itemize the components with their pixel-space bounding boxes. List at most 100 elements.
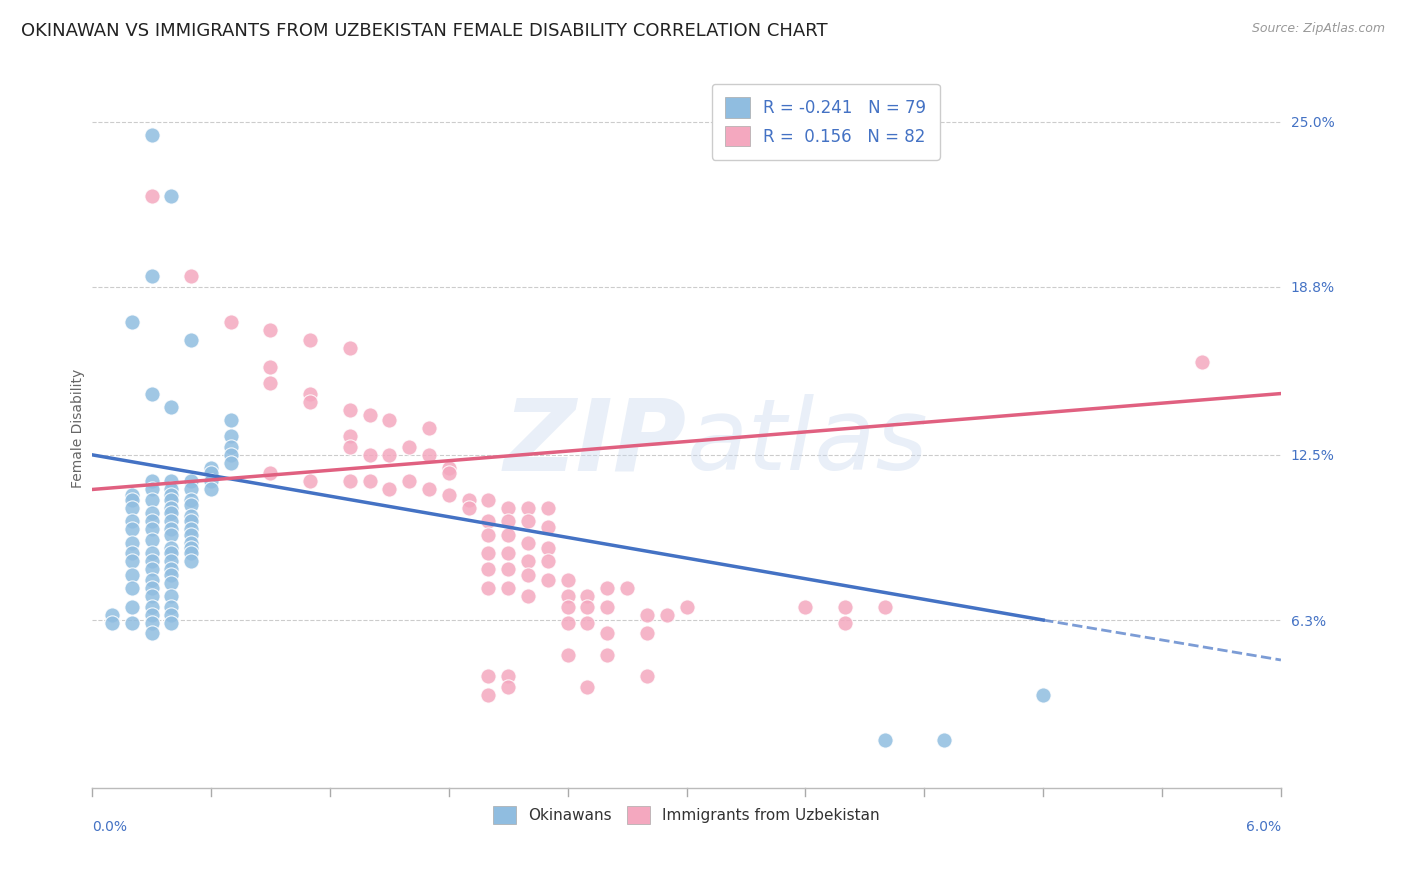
Point — [576, 615, 599, 630]
Point — [121, 599, 143, 614]
Point — [259, 467, 281, 481]
Point — [121, 546, 143, 560]
Point — [141, 507, 163, 521]
Point — [834, 599, 856, 614]
Point — [200, 483, 222, 497]
Point — [418, 421, 440, 435]
Point — [339, 475, 361, 489]
Point — [437, 461, 460, 475]
Point — [873, 733, 896, 747]
Point — [299, 394, 322, 409]
Point — [121, 581, 143, 595]
Point — [557, 589, 579, 603]
Point — [200, 467, 222, 481]
Point — [557, 615, 579, 630]
Point — [180, 546, 202, 560]
Point — [636, 626, 658, 640]
Point — [141, 607, 163, 622]
Point — [517, 589, 540, 603]
Point — [141, 554, 163, 568]
Point — [219, 440, 242, 454]
Point — [517, 501, 540, 516]
Point — [437, 488, 460, 502]
Point — [180, 554, 202, 568]
Point — [477, 515, 499, 529]
Point — [477, 562, 499, 576]
Point — [378, 413, 401, 427]
Point — [259, 323, 281, 337]
Text: 0.0%: 0.0% — [93, 820, 127, 834]
Point — [121, 615, 143, 630]
Text: ZIP: ZIP — [503, 394, 686, 491]
Point — [537, 520, 560, 534]
Point — [359, 408, 381, 422]
Point — [219, 448, 242, 462]
Point — [141, 515, 163, 529]
Point — [141, 483, 163, 497]
Point — [121, 567, 143, 582]
Point — [141, 269, 163, 284]
Point — [477, 546, 499, 560]
Point — [180, 499, 202, 513]
Point — [932, 733, 955, 747]
Point — [339, 341, 361, 355]
Point — [537, 554, 560, 568]
Point — [141, 589, 163, 603]
Point — [160, 488, 183, 502]
Point — [180, 535, 202, 549]
Point — [180, 515, 202, 529]
Point — [121, 523, 143, 537]
Point — [517, 567, 540, 582]
Point — [121, 515, 143, 529]
Point — [160, 501, 183, 516]
Point — [121, 501, 143, 516]
Point — [418, 483, 440, 497]
Point — [219, 315, 242, 329]
Point — [576, 589, 599, 603]
Point — [121, 535, 143, 549]
Point — [200, 475, 222, 489]
Point — [141, 386, 163, 401]
Text: atlas: atlas — [686, 394, 928, 491]
Point — [160, 589, 183, 603]
Point — [437, 467, 460, 481]
Point — [160, 562, 183, 576]
Point — [160, 541, 183, 555]
Point — [496, 528, 519, 542]
Text: OKINAWAN VS IMMIGRANTS FROM UZBEKISTAN FEMALE DISABILITY CORRELATION CHART: OKINAWAN VS IMMIGRANTS FROM UZBEKISTAN F… — [21, 22, 828, 40]
Point — [834, 615, 856, 630]
Point — [457, 501, 479, 516]
Point — [141, 599, 163, 614]
Point — [496, 546, 519, 560]
Point — [675, 599, 697, 614]
Point — [496, 669, 519, 683]
Point — [537, 573, 560, 587]
Point — [141, 581, 163, 595]
Point — [596, 626, 619, 640]
Point — [636, 669, 658, 683]
Point — [141, 493, 163, 508]
Point — [557, 648, 579, 662]
Point — [398, 440, 420, 454]
Point — [378, 448, 401, 462]
Point — [477, 688, 499, 702]
Point — [477, 581, 499, 595]
Point — [557, 599, 579, 614]
Point — [873, 599, 896, 614]
Point — [141, 523, 163, 537]
Text: 6.0%: 6.0% — [1246, 820, 1281, 834]
Point — [180, 509, 202, 524]
Point — [219, 429, 242, 443]
Point — [496, 680, 519, 694]
Point — [160, 483, 183, 497]
Point — [180, 493, 202, 508]
Point — [121, 554, 143, 568]
Point — [576, 680, 599, 694]
Point — [160, 507, 183, 521]
Point — [121, 488, 143, 502]
Point — [596, 648, 619, 662]
Point — [418, 448, 440, 462]
Point — [121, 315, 143, 329]
Point — [180, 333, 202, 347]
Y-axis label: Female Disability: Female Disability — [72, 368, 86, 488]
